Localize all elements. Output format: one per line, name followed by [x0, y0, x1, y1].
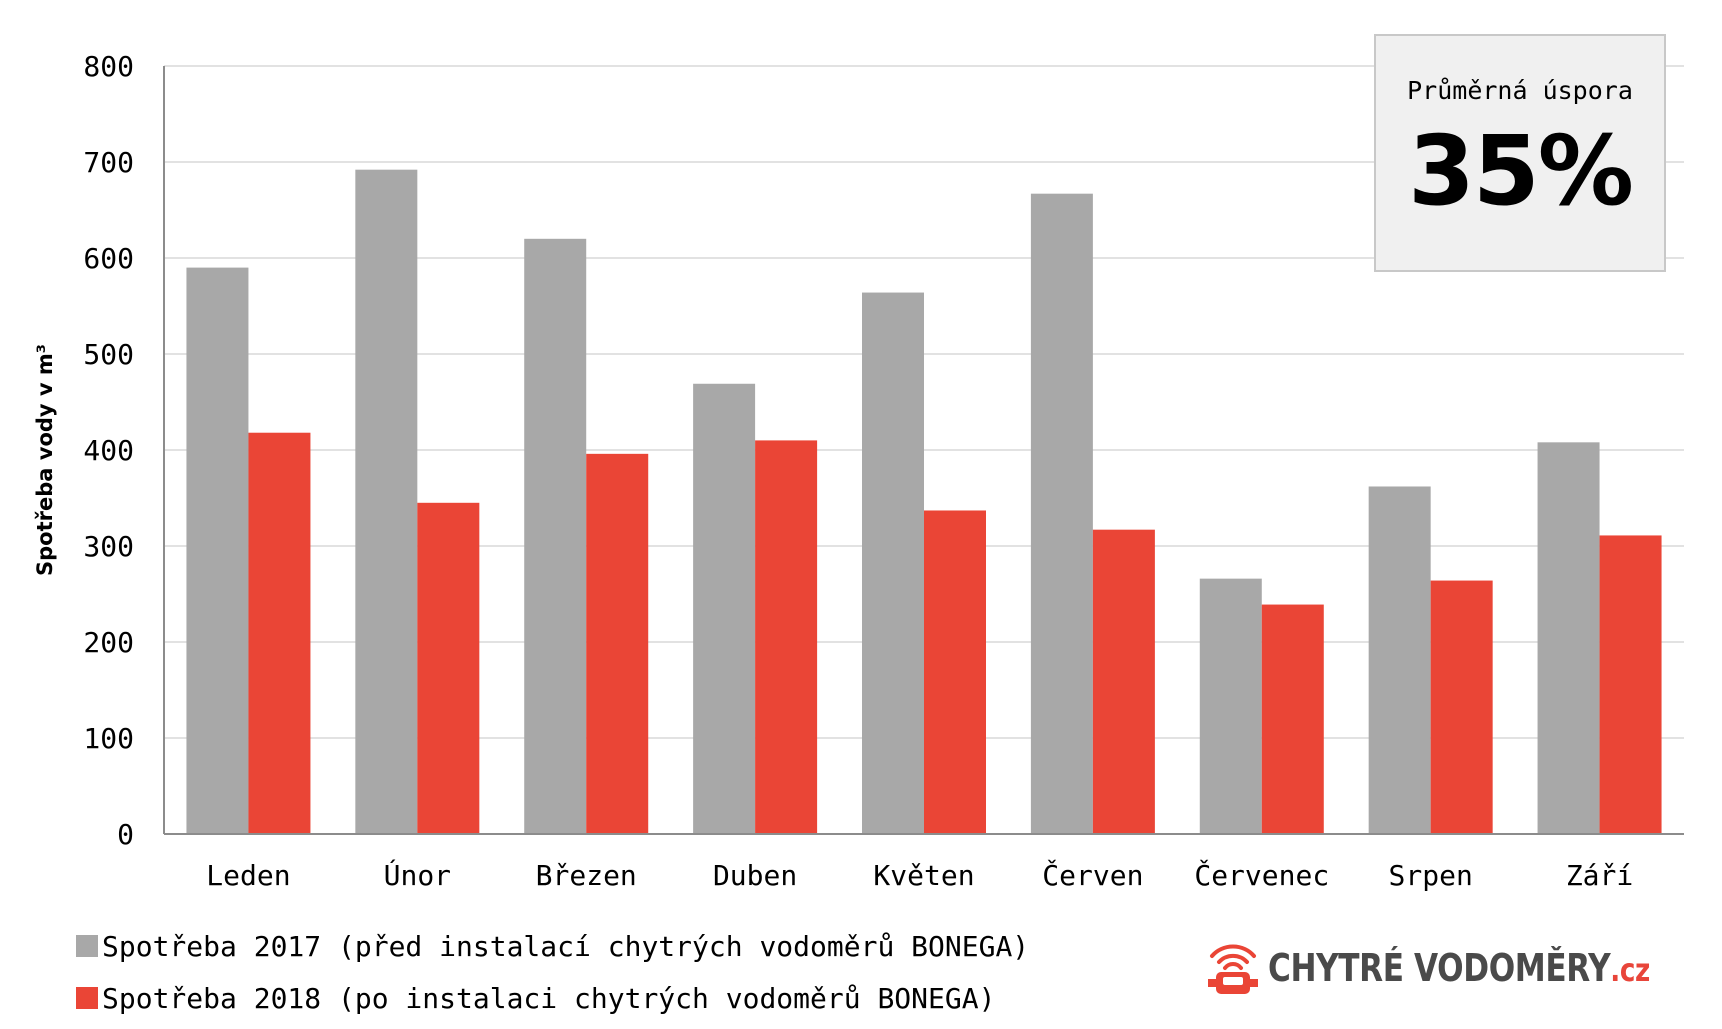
y-tick-label: 400	[83, 434, 134, 467]
y-tick-label: 300	[83, 530, 134, 563]
y-tick-label: 600	[83, 242, 134, 275]
x-category-label: Září	[1566, 859, 1633, 892]
x-category-label: Srpen	[1389, 859, 1473, 892]
bar-2017-7	[1368, 486, 1431, 834]
x-category-label: Červen	[1042, 858, 1143, 892]
bar-2018-6	[1261, 604, 1324, 834]
legend: Spotřeba 2017 (před instalací chytrých v…	[76, 920, 1029, 1024]
bar-2017-8	[1537, 442, 1600, 834]
x-category-label: Leden	[206, 859, 290, 892]
bar-2017-5	[1030, 193, 1093, 834]
average-savings-box: Průměrná úspora 35%	[1374, 34, 1666, 272]
bar-2018-0	[248, 432, 311, 834]
bar-2018-5	[1092, 529, 1155, 834]
bar-2018-4	[924, 510, 986, 834]
x-category-label: Červenec	[1194, 858, 1329, 892]
bar-2018-1	[417, 502, 480, 834]
y-tick-label: 700	[83, 146, 134, 179]
y-tick-label: 0	[117, 818, 134, 851]
logo-name: CHYTRÉ VODOMĚRY	[1268, 946, 1611, 990]
legend-label-2017: Spotřeba 2017 (před instalací chytrých v…	[102, 929, 1030, 963]
x-axis-categories: Leden Únor Březen Duben Květen Červen Červenec…	[206, 858, 1633, 892]
bar-2018-2	[586, 453, 649, 834]
bars	[186, 169, 1662, 835]
legend-swatch-2017	[76, 935, 98, 957]
brand-logo: CHYTRÉ VODOMĚRY.cz	[1204, 938, 1722, 998]
logo-suffix: .cz	[1610, 951, 1650, 989]
legend-label-2018: Spotřeba 2018 (po instalaci chytrých vod…	[102, 981, 996, 1015]
bar-2017-3	[693, 383, 756, 834]
savings-value: 35%	[1408, 115, 1634, 227]
y-tick-label: 500	[83, 338, 134, 371]
logo-text: CHYTRÉ VODOMĚRY.cz	[1268, 946, 1650, 990]
bar-2018-8	[1599, 535, 1662, 834]
y-tick-label: 200	[83, 626, 134, 659]
bar-2017-6	[1199, 578, 1262, 834]
y-tick-label: 100	[83, 722, 134, 755]
x-category-label: Květen	[873, 859, 974, 892]
bar-2018-7	[1430, 580, 1493, 834]
bar-2017-2	[524, 238, 587, 835]
y-tick-label: 800	[83, 50, 134, 83]
y-axis-title: Spotřeba vody v m³	[33, 344, 57, 576]
bar-2017-0	[186, 267, 249, 835]
x-category-label: Březen	[536, 859, 637, 892]
axes	[163, 66, 1684, 835]
x-category-label: Duben	[713, 859, 797, 892]
savings-label: Průměrná úspora	[1407, 76, 1633, 105]
bar-2017-1	[355, 169, 418, 834]
bar-2017-4	[862, 292, 924, 834]
legend-item-2018: Spotřeba 2018 (po instalaci chytrých vod…	[76, 972, 1029, 1024]
legend-item-2017: Spotřeba 2017 (před instalací chytrých v…	[76, 920, 1029, 972]
legend-swatch-2018	[76, 987, 98, 1009]
y-axis-ticks: 0 100 200 300 400 500 600 700 800	[83, 50, 134, 851]
bar-2018-3	[755, 440, 818, 834]
x-category-label: Únor	[384, 858, 451, 892]
water-meter-signal-icon	[1208, 944, 1258, 994]
